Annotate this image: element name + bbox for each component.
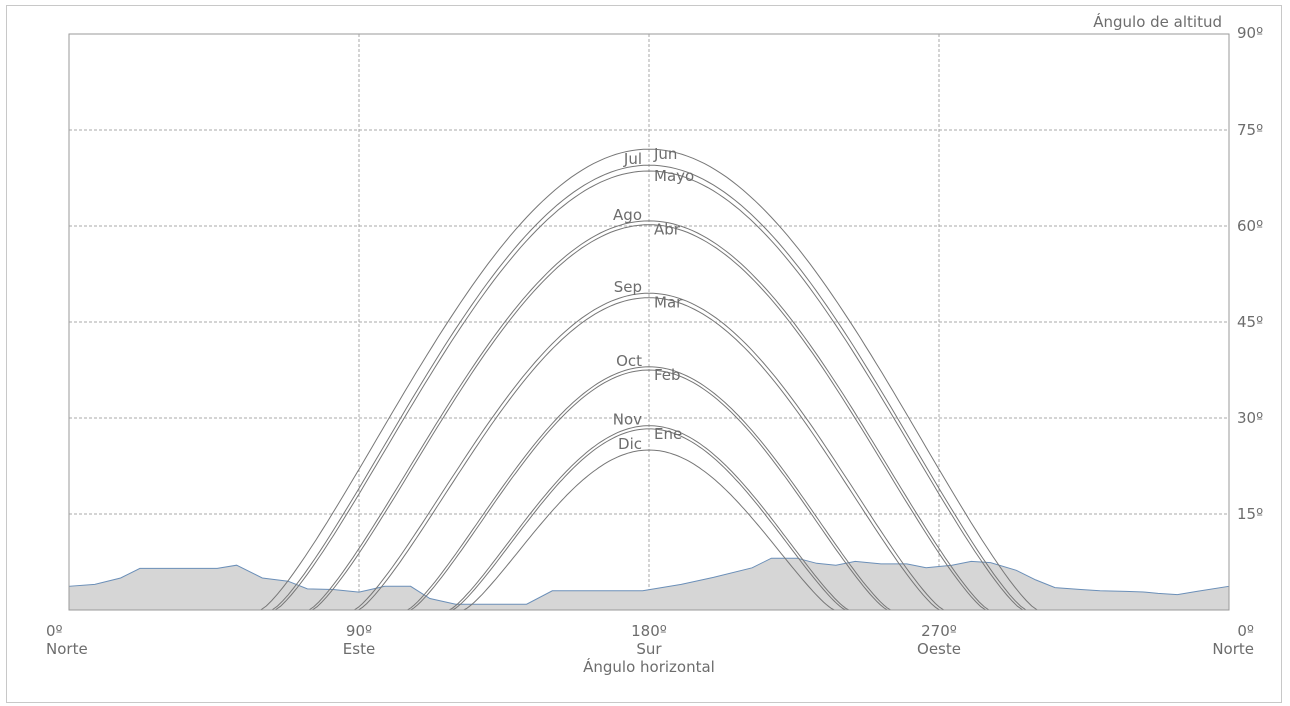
y-axis-ticks: 15º 30º 45º 60º 75º 90º <box>1237 24 1263 523</box>
month-label-sep: Sep <box>614 278 642 296</box>
sun-path-mayo <box>274 170 1024 611</box>
sun-path-nov <box>448 425 850 611</box>
month-label-jun: Jun <box>653 145 677 163</box>
sun-path-dic <box>463 449 835 611</box>
sun-path-jul <box>271 164 1027 611</box>
month-label-dic: Dic <box>618 435 642 453</box>
grid-layer <box>69 34 1229 610</box>
y-tick-label: 45º <box>1237 313 1263 331</box>
month-label-mayo: Mayo <box>654 167 694 185</box>
x-tick-sublabel: Norte <box>1212 640 1254 658</box>
sun-path-mar <box>358 297 940 611</box>
x-axis-title: Ángulo horizontal <box>583 657 715 676</box>
month-label-layer: Jun Jul Mayo Ago Abr Sep Mar Oct Feb Nov Ene Dic <box>613 145 694 453</box>
month-label-nov: Nov <box>613 411 642 429</box>
y-tick-label: 30º <box>1237 409 1263 427</box>
month-label-jul: Jul <box>623 150 642 168</box>
x-tick-sublabel: Norte <box>46 640 88 658</box>
x-tick-label: 270º <box>921 622 957 640</box>
sun-path-abr <box>312 224 986 611</box>
y-axis-title: Ángulo de altitud <box>1093 12 1222 31</box>
sun-path-ene <box>452 428 846 611</box>
x-tick-sublabel: Oeste <box>917 640 961 658</box>
sun-path-jun <box>260 148 1038 611</box>
y-tick-label: 75º <box>1237 121 1263 139</box>
sun-path-series-layer <box>260 148 1038 611</box>
horizon-profile-area <box>68 557 1230 611</box>
plot-border <box>68 33 1230 611</box>
x-tick-label: 0º <box>1237 622 1254 640</box>
sun-path-feb <box>410 369 888 611</box>
sun-path-oct <box>407 366 891 611</box>
x-tick-sublabel: Sur <box>636 640 662 658</box>
month-label-abr: Abr <box>654 221 681 239</box>
y-tick-label: 60º <box>1237 217 1263 235</box>
month-label-mar: Mar <box>654 294 683 312</box>
x-tick-label: 90º <box>346 622 372 640</box>
sun-path-sep <box>353 292 945 611</box>
x-tick-sublabel: Este <box>343 640 375 658</box>
month-label-ene: Ene <box>654 425 682 443</box>
x-tick-label: 180º <box>631 622 667 640</box>
month-label-ago: Ago <box>613 206 642 224</box>
y-tick-label: 90º <box>1237 24 1263 42</box>
y-tick-label: 15º <box>1237 505 1263 523</box>
month-label-feb: Feb <box>654 366 681 384</box>
sun-path-ago <box>308 220 990 611</box>
x-tick-label: 0º <box>46 622 63 640</box>
month-label-oct: Oct <box>616 352 642 370</box>
